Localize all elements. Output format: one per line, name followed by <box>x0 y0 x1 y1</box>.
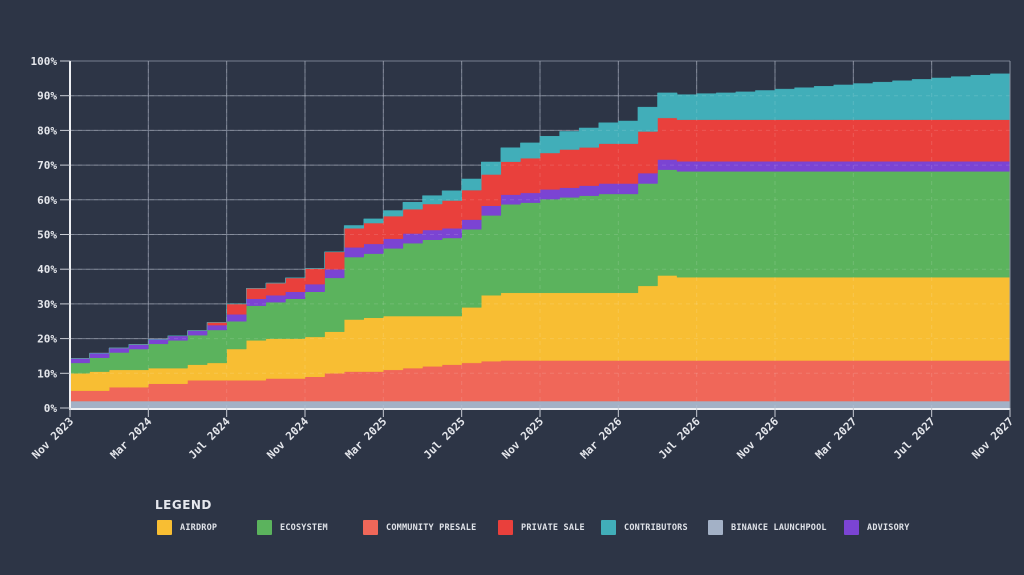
overlay-grid <box>70 61 1010 408</box>
y-tick-label: 100% <box>31 55 58 68</box>
legend-swatch-advisory <box>844 520 859 535</box>
legend-item-advisory: ADVISORY <box>844 520 910 535</box>
x-tick-label: Nov 2025 <box>499 415 546 462</box>
x-tick-label: Jul 2024 <box>186 415 233 462</box>
legend-label-binance-launchpool: BINANCE LAUNCHPOOL <box>731 522 827 533</box>
legend-items: AIRDROP ECOSYSTEM COMMUNITY PRESALE PRIV… <box>157 520 957 540</box>
area-contributors <box>70 73 1011 359</box>
y-tick-label: 10% <box>37 367 57 380</box>
legend-label-advisory: ADVISORY <box>867 522 910 533</box>
legend-swatch-binance-launchpool <box>708 520 723 535</box>
legend-label-airdrop: AIRDROP <box>180 522 218 533</box>
legend: LEGEND AIRDROP ECOSYSTEM COMMUNITY PRESA… <box>155 498 909 535</box>
legend-item-binance-launchpool: BINANCE LAUNCHPOOL <box>708 520 827 535</box>
legend-swatch-contributors <box>601 520 616 535</box>
y-tick-label: 20% <box>37 333 57 346</box>
y-tick-label: 0% <box>44 402 58 415</box>
legend-swatch-ecosystem <box>257 520 272 535</box>
legend-item-airdrop: AIRDROP <box>157 520 217 535</box>
legend-label-ecosystem: ECOSYSTEM <box>280 522 328 533</box>
y-tick-label: 70% <box>37 159 57 172</box>
y-tick-label: 40% <box>37 263 57 276</box>
legend-swatch-community-presale <box>363 520 378 535</box>
x-tick-label: Mar 2025 <box>343 415 390 462</box>
stacked-areas <box>69 73 1011 409</box>
legend-label-contributors: CONTRIBUTORS <box>624 522 688 533</box>
x-tick-label: Jul 2025 <box>421 415 468 462</box>
x-tick-label: Nov 2023 <box>29 415 76 462</box>
y-tick-label: 80% <box>37 124 57 137</box>
y-tick-label: 30% <box>37 298 57 311</box>
x-axis-ticks: Nov 2023 Mar 2024 Jul 2024 Nov 2024 Mar 2025… <box>29 408 1016 462</box>
legend-item-contributors: CONTRIBUTORS <box>601 520 688 535</box>
legend-label-community-presale: COMMUNITY PRESALE <box>386 522 477 533</box>
x-tick-label: Mar 2026 <box>578 415 625 462</box>
x-tick-label: Nov 2024 <box>264 415 311 462</box>
legend-item-ecosystem: ECOSYSTEM <box>257 520 328 535</box>
legend-swatch-private-sale <box>498 520 513 535</box>
x-tick-label: Mar 2024 <box>108 415 155 462</box>
x-tick-label: Mar 2027 <box>813 415 860 462</box>
y-tick-label: 50% <box>37 229 57 242</box>
y-tick-label: 90% <box>37 90 57 103</box>
legend-label-private-sale: PRIVATE SALE <box>521 522 585 533</box>
x-tick-label: Jul 2027 <box>891 415 938 462</box>
legend-swatch-airdrop <box>157 520 172 535</box>
legend-item-private-sale: PRIVATE SALE <box>498 520 585 535</box>
x-tick-label: Nov 2027 <box>969 415 1016 462</box>
y-tick-label: 60% <box>37 194 57 207</box>
y-axis-ticks: 0% 10% 20% 30% 40% 50% 60% 70% 80% 90% 100% <box>31 55 70 415</box>
x-tick-label: Jul 2026 <box>656 415 703 462</box>
legend-title: LEGEND <box>155 498 212 512</box>
legend-item-community-presale: COMMUNITY PRESALE <box>363 520 476 535</box>
x-tick-label: Nov 2026 <box>734 415 781 462</box>
